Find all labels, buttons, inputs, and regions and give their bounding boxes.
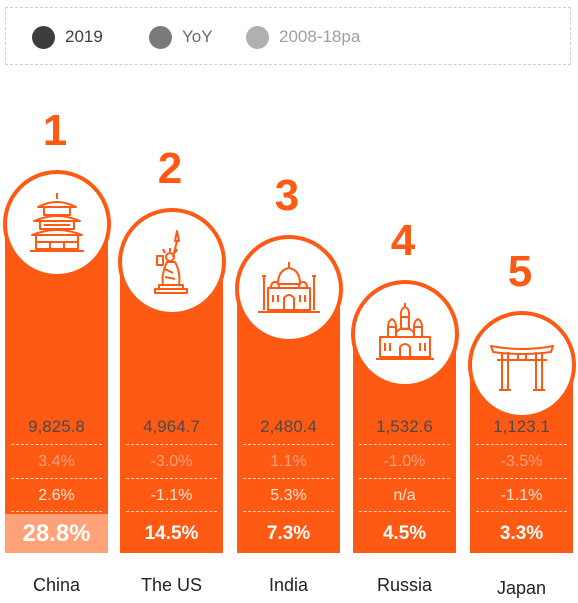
row-divider (11, 444, 102, 445)
row-divider (359, 478, 450, 479)
country-label: China (32, 575, 81, 595)
legend: 2019 YoY 2008-18pa (5, 7, 571, 65)
landmark-badge (3, 170, 111, 278)
value-2019: 1,532.6 (376, 417, 433, 436)
value-2008-18pa: 2.6% (38, 487, 75, 504)
share-value: 3.3% (499, 523, 544, 544)
value-2008-18pa: -1.1% (500, 487, 543, 504)
country-column: 4 1,532.6 -1.0% n/a 4.5% Russia (351, 0, 459, 603)
legend-label: 2019 (65, 27, 103, 46)
country-label: Russia (376, 575, 433, 595)
rank-number: 5 (507, 247, 533, 296)
legend-item-2019: 2019 (32, 25, 103, 49)
legend-swatch (149, 25, 172, 49)
row-divider (126, 511, 217, 512)
rank-number: 1 (42, 106, 68, 155)
value-yoy: 3.4% (38, 453, 75, 470)
rank-number: 3 (274, 171, 300, 220)
legend-swatch (246, 25, 269, 49)
country-column: 5 1,123.1 -3.5% -1.1% 3.3% Japan (468, 0, 576, 603)
share-value: 14.5% (144, 523, 199, 544)
landmark-badge (468, 311, 576, 419)
share-value: 4.5% (382, 523, 427, 544)
row-divider (359, 511, 450, 512)
share-highlight-box: 28.8% (5, 514, 108, 553)
legend-swatch (32, 25, 55, 49)
value-2019: 4,964.7 (143, 417, 200, 436)
landmark-badge (351, 280, 459, 388)
row-divider (243, 444, 334, 445)
country-column: 3 2,480.4 1.1% 5.3% 7.3% India (235, 0, 343, 603)
value-2008-18pa: 5.3% (270, 487, 307, 504)
landmark-badge (118, 208, 226, 316)
share-value: 28.8% (22, 520, 91, 547)
value-yoy: -3.5% (500, 453, 543, 470)
value-yoy: -1.0% (383, 453, 426, 470)
legend-label: YoY (182, 27, 213, 46)
country-label: The US (140, 575, 203, 595)
row-divider (476, 444, 567, 445)
row-divider (243, 511, 334, 512)
row-divider (243, 478, 334, 479)
rank-number: 2 (157, 144, 183, 193)
value-2019: 2,480.4 (260, 417, 317, 436)
legend-item-yoy: YoY (149, 25, 213, 49)
legend-label: 2008-18pa (279, 27, 361, 46)
row-divider (11, 511, 102, 512)
value-2019: 9,825.8 (28, 417, 85, 436)
value-2008-18pa: n/a (393, 487, 416, 504)
value-yoy: 1.1% (270, 453, 307, 470)
rank-number: 4 (390, 216, 416, 265)
legend-item-2008-18pa: 2008-18pa (246, 25, 361, 49)
value-2008-18pa: -1.1% (150, 487, 193, 504)
value-yoy: -3.0% (150, 453, 193, 470)
country-column: 2 4,964.7 -3.0% -1.1% 14.5% The US (118, 0, 226, 603)
row-divider (126, 478, 217, 479)
row-divider (476, 511, 567, 512)
country-label: Japan (496, 578, 547, 598)
row-divider (126, 444, 217, 445)
row-divider (11, 478, 102, 479)
row-divider (359, 444, 450, 445)
share-value: 7.3% (266, 523, 311, 544)
country-column: 1 9,825.8 3.4% 2.6% 28.8% China (3, 0, 111, 603)
row-divider (476, 478, 567, 479)
value-2019: 1,123.1 (493, 417, 550, 436)
landmark-badge (235, 235, 343, 343)
country-label: India (268, 575, 309, 595)
